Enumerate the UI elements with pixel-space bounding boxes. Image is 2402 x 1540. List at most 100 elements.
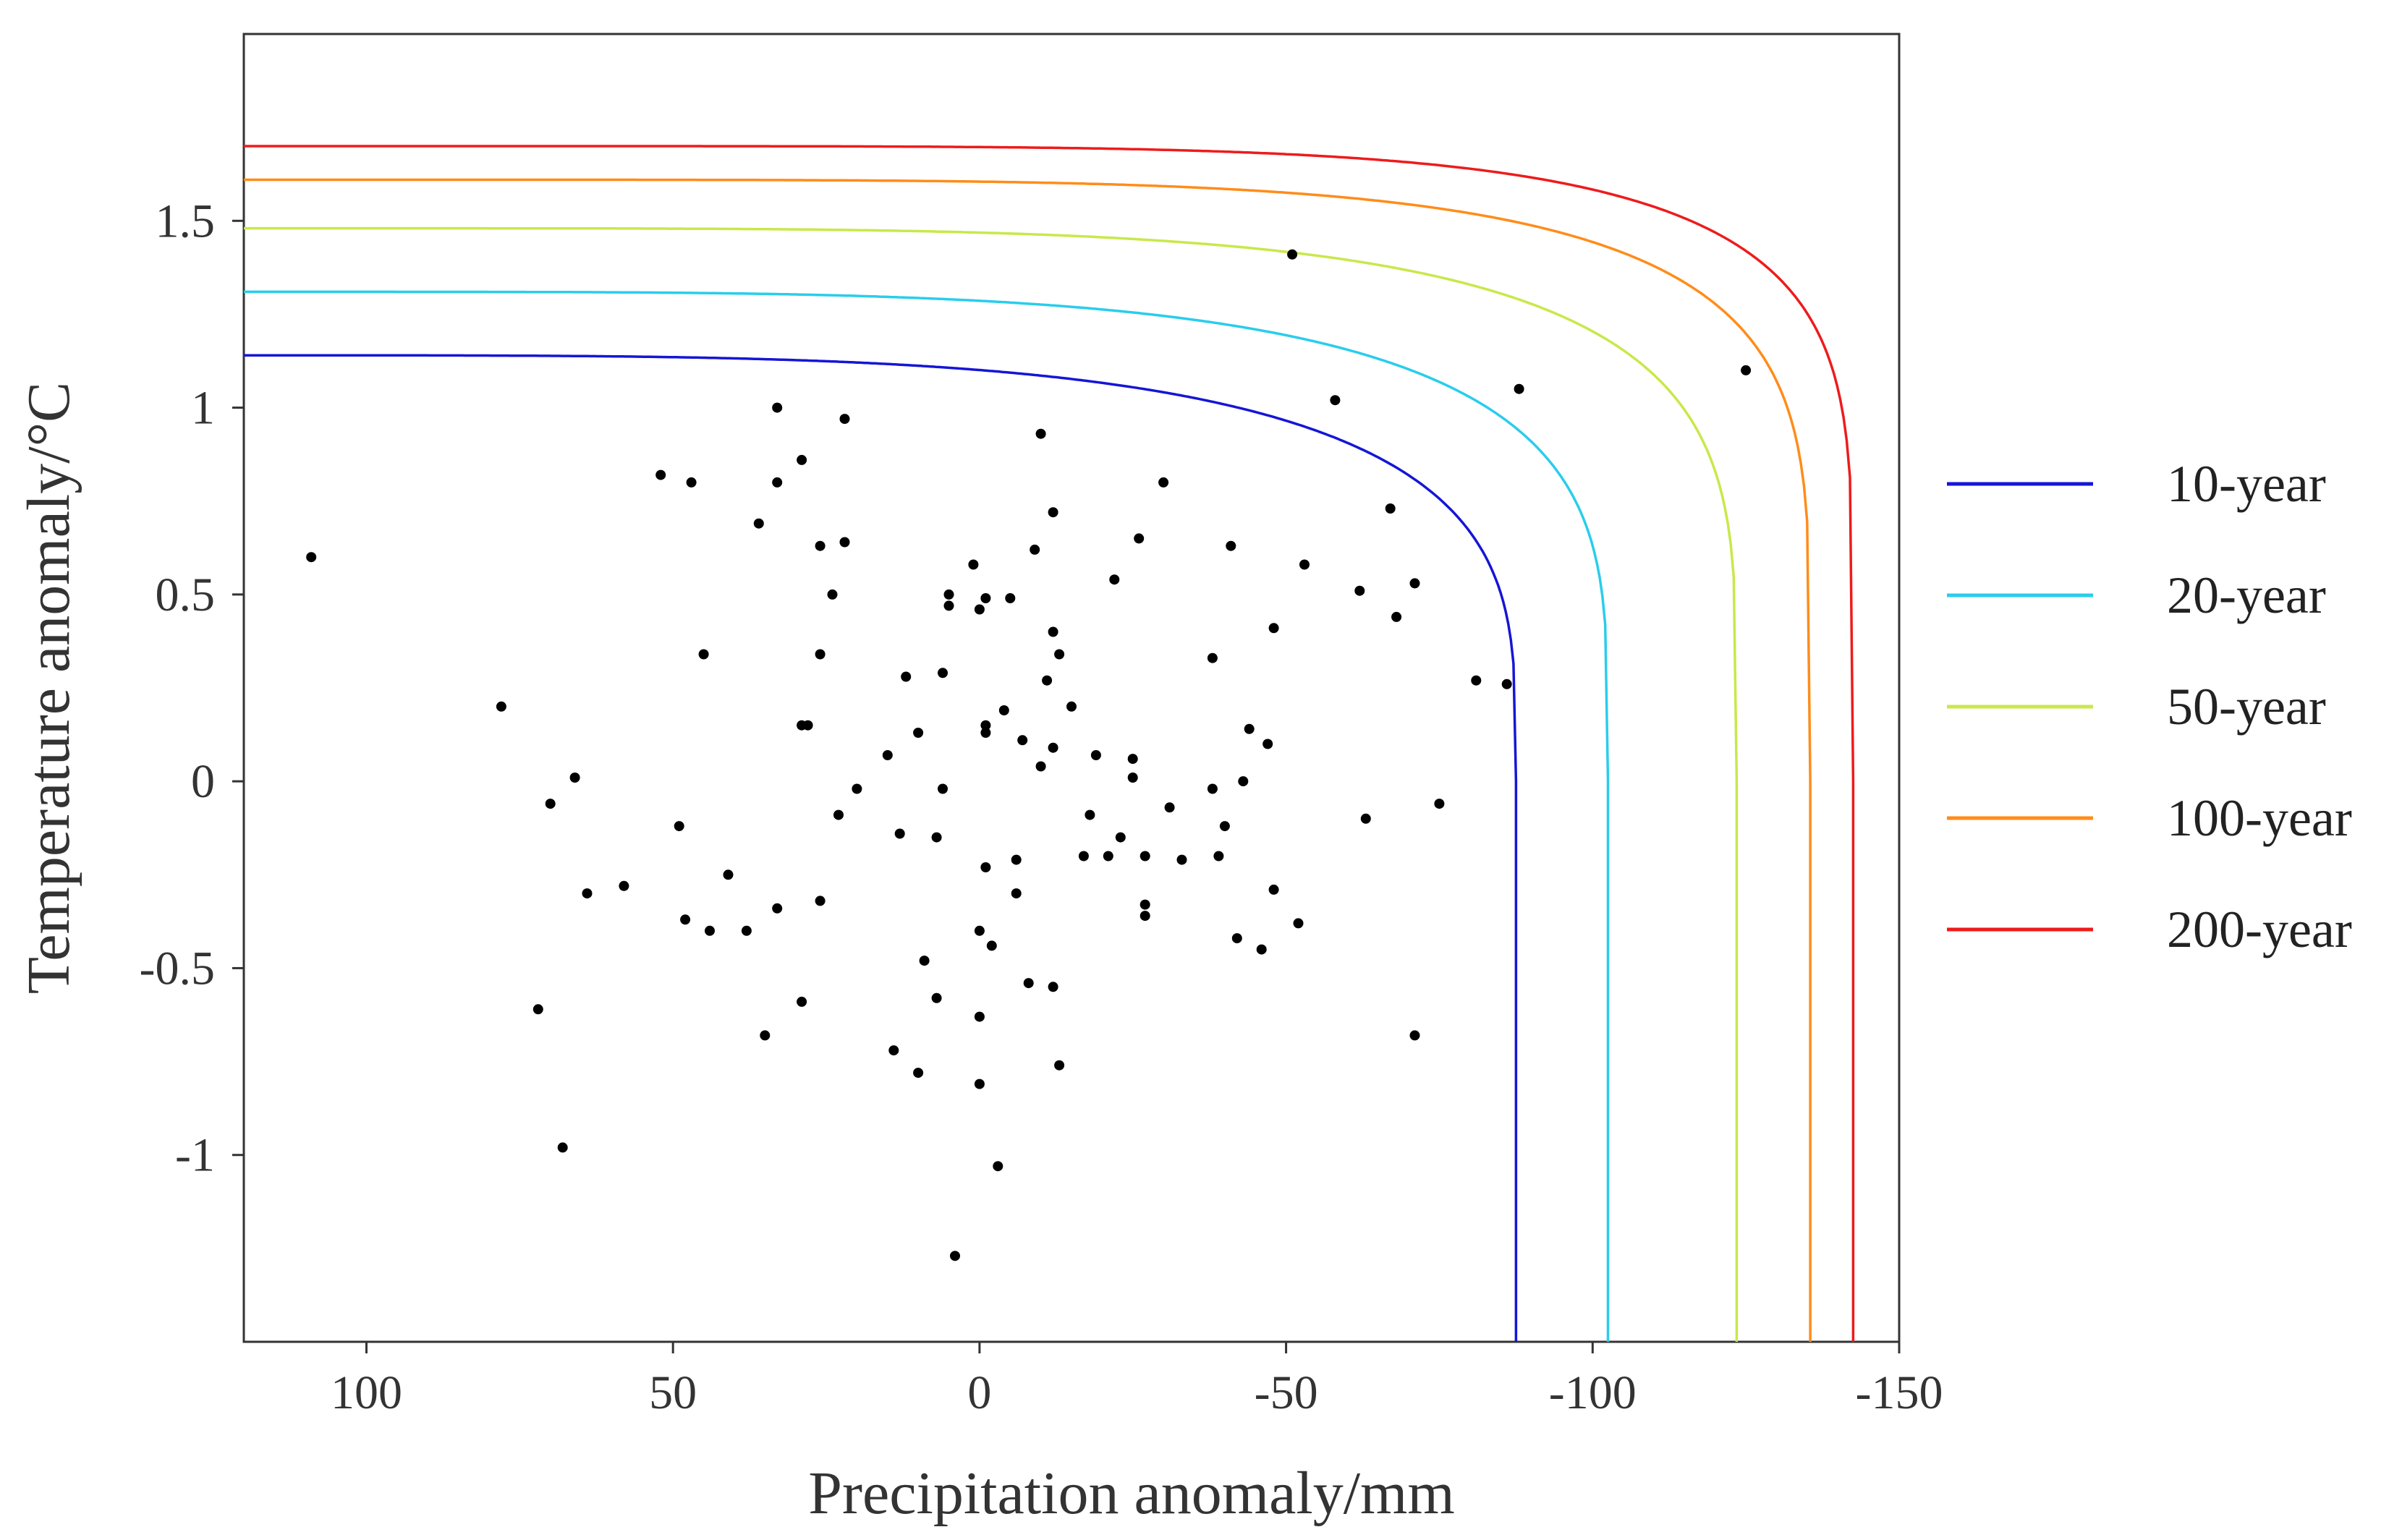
- scatter-point: [974, 925, 985, 936]
- legend-label: 200-year: [2167, 901, 2352, 958]
- scatter-point: [986, 940, 997, 951]
- x-tick-label: 0: [967, 1366, 991, 1419]
- scatter-point: [1048, 742, 1058, 753]
- scatter-point: [760, 1030, 771, 1041]
- y-tick-label: -0.5: [140, 942, 215, 995]
- scatter-point: [1030, 544, 1040, 555]
- scatter-point: [974, 604, 985, 615]
- scatter-point: [901, 671, 912, 682]
- scatter-point: [1005, 593, 1016, 603]
- x-tick-label: 50: [649, 1366, 697, 1419]
- scatter-point: [1207, 652, 1218, 663]
- scatter-point: [582, 888, 593, 899]
- scatter-point: [980, 720, 991, 731]
- scatter-point: [980, 862, 991, 872]
- scatter-point: [931, 832, 942, 843]
- scatter-point: [1268, 623, 1279, 634]
- y-tick-label: 1: [191, 382, 215, 435]
- scatter-point: [833, 809, 844, 820]
- return-period-curves: [244, 145, 1855, 1342]
- scatter-point: [1176, 854, 1187, 865]
- scatter-point: [619, 880, 629, 891]
- curve-200-year: [244, 145, 1855, 1342]
- scatter-point: [797, 454, 807, 465]
- scatter-point: [1299, 559, 1310, 570]
- scatter-point: [753, 518, 764, 529]
- scatter-point: [674, 821, 684, 832]
- legend-label: 10-year: [2167, 455, 2326, 513]
- scatter-point: [974, 1079, 985, 1089]
- scatter-point: [1140, 911, 1150, 922]
- y-tick-label: 0.5: [156, 569, 216, 621]
- scatter-point: [993, 1161, 1003, 1172]
- scatter-point: [1140, 851, 1150, 862]
- scatter-point: [705, 925, 715, 936]
- scatter-point: [1048, 626, 1058, 637]
- scatter-point: [1238, 776, 1249, 787]
- scatter-point: [1054, 1060, 1065, 1071]
- scatter-point: [1501, 678, 1512, 689]
- scatter-point: [1066, 701, 1077, 712]
- plot-area-frame: [242, 33, 1901, 1343]
- scatter-point: [1103, 851, 1113, 862]
- scatter-point: [1219, 821, 1230, 832]
- scatter-point: [1164, 802, 1175, 813]
- scatter-point: [1434, 799, 1445, 809]
- scatter-point: [772, 477, 783, 488]
- y-axis: -1 -0.5 0 0.5 1 1.5: [140, 195, 244, 1182]
- x-tick-label: -50: [1255, 1366, 1318, 1419]
- scatter-point: [1262, 739, 1273, 749]
- scatter-point: [815, 896, 826, 906]
- scatter-point: [772, 903, 783, 914]
- scatter-point: [1360, 813, 1371, 824]
- scatter-point: [839, 414, 850, 425]
- curve-100-year: [244, 178, 1812, 1342]
- scatter-point: [1514, 383, 1524, 394]
- scatter-point: [1127, 754, 1138, 765]
- y-tick-label: 1.5: [156, 195, 216, 247]
- scatter-point: [532, 1004, 543, 1015]
- scatter-point: [1158, 477, 1169, 488]
- scatter-point: [1048, 982, 1058, 992]
- scatter-point: [1140, 899, 1150, 910]
- scatter-point: [1023, 978, 1034, 989]
- scatter-point: [1017, 735, 1028, 746]
- scatter-point: [797, 996, 807, 1007]
- scatter-point: [852, 783, 862, 794]
- x-tick-label: -150: [1856, 1366, 1943, 1419]
- scatter-point: [1054, 649, 1065, 660]
- scatter-point: [980, 728, 991, 738]
- scatter-point: [1385, 503, 1396, 514]
- scatter-point: [1293, 918, 1304, 929]
- scatter-point: [1048, 507, 1058, 518]
- scatter-point: [1035, 761, 1046, 772]
- scatter-point: [998, 705, 1009, 715]
- scatter-point: [557, 1142, 568, 1153]
- scatter-point: [698, 649, 709, 660]
- y-axis-title: Temperature anomaly/°C: [15, 382, 82, 994]
- scatter-point: [496, 701, 506, 712]
- y-tick-label: -1: [175, 1129, 215, 1182]
- scatter-point: [1042, 675, 1053, 686]
- scatter-point: [1035, 428, 1046, 439]
- scatter-point: [1354, 585, 1365, 596]
- scatter-point: [686, 477, 697, 488]
- curve-20-year: [244, 290, 1610, 1342]
- scatter-point: [1287, 249, 1298, 260]
- scatter-point: [1115, 832, 1126, 843]
- scatter-point: [1471, 675, 1482, 686]
- scatter-point: [1741, 365, 1752, 375]
- x-axis: 100 50 0 -50 -100 -150: [331, 1342, 1943, 1419]
- scatter-point: [306, 552, 317, 563]
- scatter-point: [1231, 933, 1242, 944]
- scatter-point: [1090, 750, 1101, 760]
- legend-label: 100-year: [2167, 789, 2352, 847]
- scatter-point: [980, 593, 991, 603]
- scatter-point: [1268, 884, 1279, 895]
- curve-10-year: [244, 354, 1518, 1342]
- scatter-point: [913, 728, 924, 738]
- scatter-point: [882, 750, 893, 760]
- scatter-point: [680, 914, 691, 925]
- scatter-point: [968, 559, 979, 570]
